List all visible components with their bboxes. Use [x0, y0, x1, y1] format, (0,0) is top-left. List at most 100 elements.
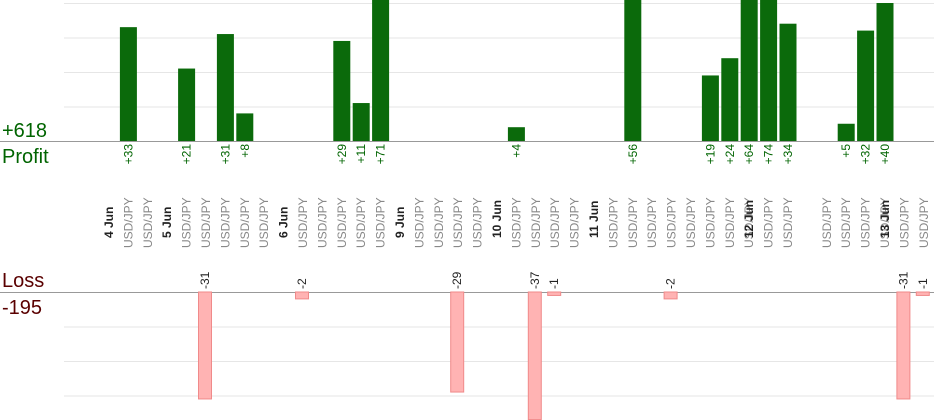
profit-bar	[876, 3, 894, 141]
pair-label: USD/JPY	[218, 197, 232, 248]
profit-label: Profit	[2, 146, 49, 168]
pair-label: USD/JPY	[529, 197, 543, 248]
pair-label: USD/JPY	[335, 197, 349, 248]
loss-bar	[896, 291, 911, 400]
profit-value-label: +32	[859, 144, 873, 165]
loss-bar	[527, 291, 542, 420]
pair-label: USD/JPY	[781, 197, 795, 248]
profit-bar	[119, 27, 137, 141]
pair-label: USD/JPY	[451, 197, 465, 248]
pair-label: USD/JPY	[665, 197, 679, 248]
pair-label: USD/JPY	[180, 197, 194, 248]
profit-value-label: +4	[509, 144, 523, 158]
trade-value-labels: +33 +21 -31 +31 +8 -2 +29 +11 +71 -29 +4 -37 -1 +56 -2…	[121, 144, 930, 289]
loss-bar	[915, 291, 930, 296]
profit-value-label: +34	[781, 144, 795, 165]
profit-value-label: +29	[335, 144, 349, 165]
loss-value-label: -37	[528, 271, 542, 289]
profit-value-label: +24	[723, 144, 737, 165]
profit-bar	[236, 113, 254, 141]
date-label: 6 Jun	[277, 207, 291, 238]
pair-label: USD/JPY	[374, 197, 388, 248]
profit-bar	[178, 68, 196, 141]
profit-value-label: +71	[374, 144, 388, 165]
pair-label: USD/JPY	[606, 197, 620, 248]
loss-label: Loss	[2, 270, 44, 292]
pair-label: USD/JPY	[432, 197, 446, 248]
pair-label: USD/JPY	[471, 197, 485, 248]
profit-value-label: +11	[354, 144, 368, 164]
profit-bar	[721, 58, 739, 142]
loss-bar	[663, 291, 678, 300]
pair-label: USD/JPY	[199, 197, 213, 248]
date-label: 9 Jun	[393, 207, 407, 238]
pair-label: USD/JPY	[626, 197, 640, 248]
date-label: 10 Jun	[490, 200, 504, 238]
pair-label: USD/JPY	[820, 197, 834, 248]
pair-label: USD/JPY	[121, 197, 135, 248]
profit-bar	[779, 23, 797, 142]
pair-label: USD/JPY	[762, 197, 776, 248]
profit-bar	[507, 127, 525, 141]
profit-bar	[372, 0, 390, 141]
pair-label: USD/JPY	[568, 197, 582, 248]
date-label: 11 Jun	[587, 201, 601, 238]
profit-bar	[216, 34, 234, 141]
loss-bar	[450, 291, 465, 393]
profit-bar	[760, 0, 778, 141]
date-pair-labels: USD/JPY USD/JPY USD/JPY USD/JPY USD/JPY USD/J…	[102, 197, 931, 248]
profit-value-label: +33	[121, 144, 135, 165]
date-label: 13 Jun	[878, 200, 892, 238]
pair-label: USD/JPY	[548, 197, 562, 248]
date-label: 5 Jun	[160, 207, 174, 238]
trade-bars	[119, 0, 930, 420]
profit-total: +618	[2, 120, 47, 142]
pair-label: USD/JPY	[509, 197, 523, 248]
profit-value-label: +64	[742, 144, 756, 165]
pair-label: USD/JPY	[238, 197, 252, 248]
loss-value-label: -29	[450, 271, 464, 289]
profit-bar	[352, 103, 370, 141]
pair-label: USD/JPY	[897, 197, 911, 248]
profit-value-label: +74	[762, 144, 776, 165]
pair-label: USD/JPY	[917, 197, 931, 248]
pair-label: USD/JPY	[742, 197, 756, 248]
loss-total: -195	[2, 297, 42, 319]
pair-label: USD/JPY	[296, 197, 310, 248]
profit-value-label: +19	[703, 144, 717, 165]
pair-label: USD/JPY	[354, 197, 368, 248]
loss-value-label: -2	[295, 278, 309, 289]
pair-label: USD/JPY	[839, 197, 853, 248]
pair-label: USD/JPY	[257, 197, 271, 248]
profit-value-label: +40	[878, 144, 892, 165]
profit-bar	[857, 30, 875, 142]
pair-label: USD/JPY	[412, 197, 426, 248]
loss-value-label: -31	[198, 271, 212, 289]
loss-bar	[547, 291, 562, 296]
loss-bar	[295, 291, 309, 300]
loss-value-label: -2	[664, 278, 678, 289]
pair-label: USD/JPY	[723, 197, 737, 248]
profit-value-label: +31	[218, 144, 232, 165]
date-label: 4 Jun	[102, 207, 116, 238]
profit-bar	[837, 123, 855, 141]
profit-value-label: +21	[180, 144, 194, 165]
profit-value-label: +56	[626, 144, 640, 165]
profit-bar	[624, 0, 642, 141]
pair-label: USD/JPY	[684, 197, 698, 248]
loss-value-label: -1	[916, 278, 930, 289]
profit-bar	[701, 75, 719, 141]
profit-bar	[333, 40, 351, 142]
pair-label: USD/JPY	[645, 197, 659, 248]
loss-value-label: -1	[547, 278, 561, 289]
profit-bar	[740, 0, 758, 141]
pair-label: USD/JPY	[315, 197, 329, 248]
pair-label: USD/JPY	[878, 197, 892, 248]
pair-label: USD/JPY	[859, 197, 873, 248]
profit-value-label: +8	[238, 144, 252, 158]
date-label: 12 Jun	[742, 200, 756, 238]
loss-bar	[198, 291, 212, 400]
profit-value-label: +5	[839, 144, 853, 158]
loss-gridlines	[64, 326, 934, 397]
